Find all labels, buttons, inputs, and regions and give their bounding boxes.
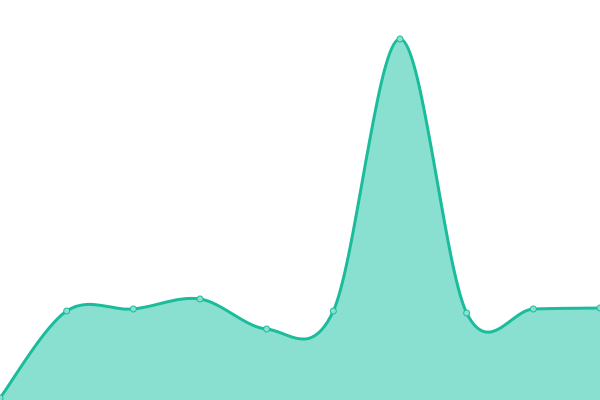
data-point-7 xyxy=(463,309,471,317)
area-fill xyxy=(0,38,600,400)
data-point-6 xyxy=(396,35,404,43)
data-point-3 xyxy=(196,295,204,303)
data-point-4 xyxy=(263,325,271,333)
data-points xyxy=(0,35,600,400)
data-point-5 xyxy=(329,307,337,315)
data-point-2 xyxy=(129,305,137,313)
data-point-9 xyxy=(596,304,600,312)
series-line xyxy=(0,37,600,399)
data-point-8 xyxy=(529,305,537,313)
data-point-1 xyxy=(63,307,71,315)
data-point-0 xyxy=(0,394,4,400)
